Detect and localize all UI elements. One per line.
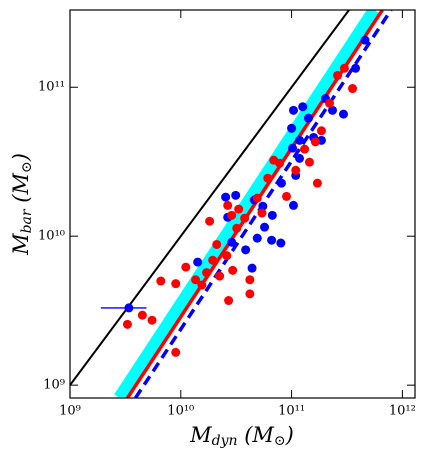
data-point bbox=[287, 123, 297, 133]
data-point bbox=[222, 251, 232, 261]
data-point bbox=[228, 265, 238, 275]
data-point bbox=[205, 216, 215, 226]
data-point bbox=[215, 271, 225, 281]
data-point bbox=[171, 347, 181, 357]
data-point bbox=[252, 193, 262, 203]
data-point bbox=[227, 237, 237, 247]
label-subscript: bar bbox=[19, 208, 35, 233]
fit-line bbox=[114, 10, 380, 398]
data-point bbox=[234, 204, 244, 214]
data-point bbox=[325, 98, 335, 108]
frame bbox=[69, 9, 416, 399]
data-point bbox=[282, 191, 292, 201]
data-point bbox=[252, 233, 262, 243]
data-point bbox=[193, 257, 203, 267]
data-point bbox=[339, 63, 349, 73]
label-part: ) bbox=[9, 153, 33, 162]
data-point bbox=[224, 296, 234, 306]
x-axis-label: Mdyn (M⊙) bbox=[189, 423, 294, 450]
data-point bbox=[304, 157, 314, 167]
data-point bbox=[295, 153, 305, 163]
data-point bbox=[208, 255, 218, 265]
data-point bbox=[221, 192, 231, 202]
x-tick-label: 10¹⁰ bbox=[167, 404, 194, 419]
data-point bbox=[300, 144, 310, 154]
data-point bbox=[212, 239, 222, 249]
data-point bbox=[303, 113, 313, 123]
label-part: (M bbox=[9, 173, 33, 210]
data-point bbox=[227, 210, 237, 220]
data-point bbox=[257, 208, 267, 218]
data-point bbox=[288, 143, 298, 153]
data-point bbox=[267, 235, 277, 245]
data-point bbox=[288, 200, 298, 210]
data-point bbox=[171, 279, 181, 289]
data-point bbox=[260, 222, 270, 232]
label-part: (M bbox=[238, 423, 275, 447]
data-point bbox=[312, 178, 322, 188]
y-tick-label: 10¹¹ bbox=[38, 80, 65, 95]
data-point bbox=[327, 105, 337, 115]
data-point bbox=[276, 178, 286, 188]
data-point bbox=[245, 275, 255, 285]
y-tick-label: 10¹⁰ bbox=[38, 229, 65, 244]
y-tick-label: 10⁹ bbox=[43, 378, 65, 393]
data-point bbox=[310, 137, 320, 147]
label-subscript: ⊙ bbox=[274, 433, 286, 449]
fit-line bbox=[70, 10, 350, 386]
data-point bbox=[197, 280, 207, 290]
data-point bbox=[124, 303, 134, 313]
data-point bbox=[348, 84, 358, 94]
data-point bbox=[245, 289, 255, 299]
data-point bbox=[147, 315, 157, 325]
data-point bbox=[223, 200, 233, 210]
data-point bbox=[156, 276, 166, 286]
data-point bbox=[181, 262, 191, 272]
data-point bbox=[232, 223, 242, 233]
label-subscript: dyn bbox=[212, 433, 238, 449]
data-point bbox=[276, 238, 286, 248]
x-tick-label: 10¹¹ bbox=[278, 404, 305, 419]
label-part: ) bbox=[285, 423, 294, 447]
data-point bbox=[295, 135, 305, 145]
data-point bbox=[298, 102, 308, 112]
data-point bbox=[275, 158, 285, 168]
data-point bbox=[191, 275, 201, 285]
x-tick-label: 10⁹ bbox=[59, 404, 81, 419]
data-point bbox=[202, 268, 212, 278]
data-point bbox=[263, 173, 273, 183]
data-point bbox=[316, 126, 326, 136]
data-point bbox=[247, 263, 257, 273]
data-point bbox=[137, 310, 147, 320]
data-point bbox=[122, 319, 132, 329]
x-tick-label: 10¹² bbox=[389, 404, 416, 419]
y-axis-label: Mbar (M⊙) bbox=[9, 153, 36, 256]
data-point bbox=[291, 165, 301, 175]
data-point bbox=[288, 105, 298, 115]
data-point bbox=[241, 245, 251, 255]
label-part: M bbox=[189, 423, 212, 447]
plot-area bbox=[70, 10, 393, 398]
label-part: M bbox=[9, 233, 33, 256]
data-point bbox=[231, 190, 241, 200]
data-point bbox=[338, 109, 348, 119]
data-point bbox=[267, 210, 277, 220]
data-point bbox=[240, 213, 250, 223]
data-point bbox=[333, 70, 343, 80]
data-point bbox=[360, 35, 370, 45]
data-point bbox=[258, 201, 268, 211]
data-point bbox=[351, 63, 361, 73]
label-subscript: ⊙ bbox=[19, 161, 35, 173]
